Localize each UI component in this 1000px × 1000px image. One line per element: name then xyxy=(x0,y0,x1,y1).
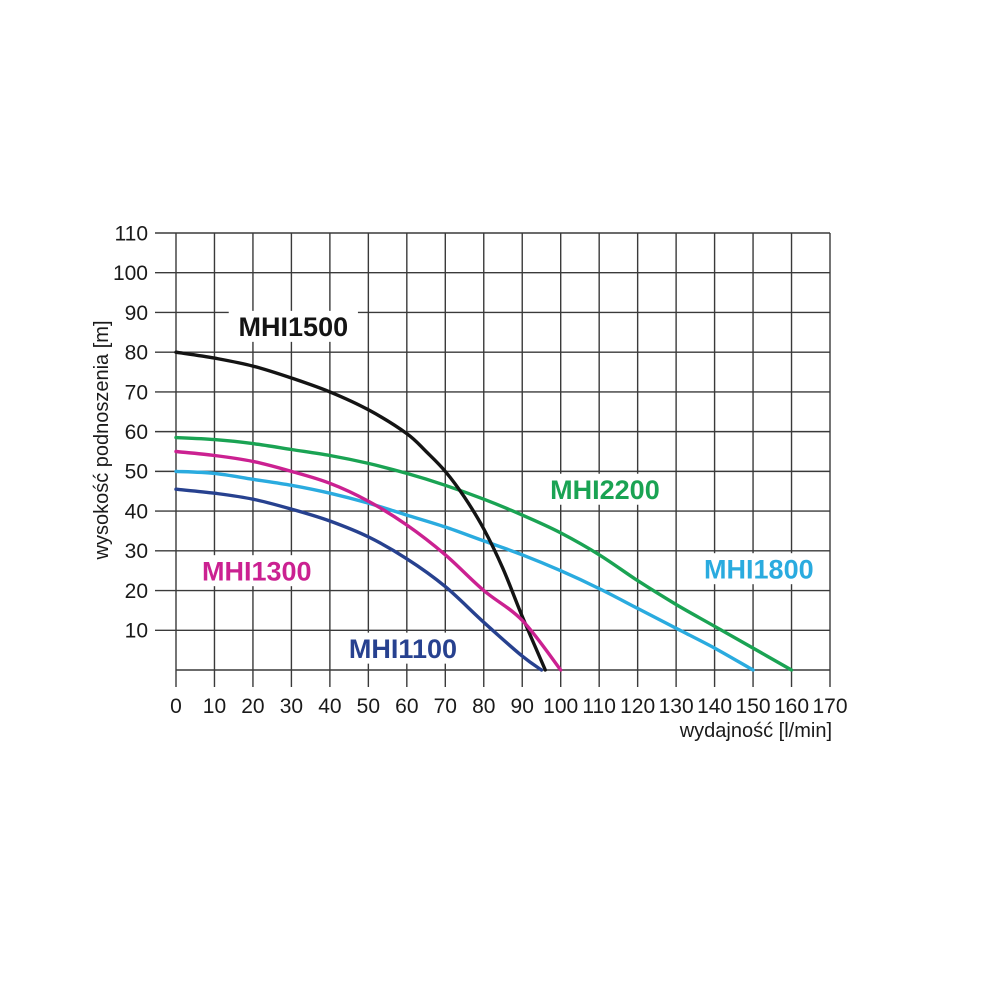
series-label-MHI1300: MHI1300 xyxy=(202,556,312,586)
series-label-box-MHI2200 xyxy=(540,473,670,505)
x-tick-label: 30 xyxy=(280,695,303,718)
x-tick-label: 130 xyxy=(659,695,694,718)
series-label-box-MHI1800 xyxy=(694,553,824,585)
x-tick-label: 120 xyxy=(620,695,655,718)
x-tick-label: 100 xyxy=(543,695,578,718)
x-tick-label: 70 xyxy=(434,695,457,718)
x-tick-label: 10 xyxy=(203,695,226,718)
series-label-box-MHI1100 xyxy=(338,632,468,664)
x-axis-title: wydajność [l/min] xyxy=(679,720,832,742)
x-tick-label: 40 xyxy=(318,695,341,718)
x-tick-label: 0 xyxy=(170,695,182,718)
y-tick-label: 40 xyxy=(125,500,148,523)
y-tick-label: 110 xyxy=(115,222,148,245)
y-axis-title: wysokość podnoszenia [m] xyxy=(91,320,113,560)
tick-labels: 0 10 20 30 40 50 60 70 80 90 100 110 120 130 140 150 160… xyxy=(113,222,848,718)
series-label-box-MHI1300 xyxy=(192,555,322,587)
pump-curves xyxy=(174,350,794,672)
y-tick-label: 20 xyxy=(125,580,148,603)
series-label-MHI2200: MHI2200 xyxy=(550,475,660,505)
y-tick-label: 10 xyxy=(125,620,148,643)
series-label-MHI1100: MHI1100 xyxy=(349,634,457,664)
x-tick-label: 60 xyxy=(395,695,418,718)
curve-MHI1300 xyxy=(174,449,563,672)
curve-MHI1500 xyxy=(174,350,547,672)
series-labels: MHI2200 MHI1800 MHI1500 MHI1100 MHI1300 xyxy=(192,310,824,664)
y-tick-label: 60 xyxy=(125,421,148,444)
x-tick-label: 80 xyxy=(472,695,495,718)
x-tick-label: 160 xyxy=(774,695,809,718)
x-tick-label: 90 xyxy=(511,695,534,718)
y-tick-label: 70 xyxy=(125,381,148,404)
y-tick-label: 50 xyxy=(125,461,148,484)
chart-grid xyxy=(155,232,831,687)
x-tick-label: 140 xyxy=(697,695,732,718)
series-label-MHI1800: MHI1800 xyxy=(704,554,814,584)
x-tick-label: 170 xyxy=(812,695,847,718)
y-tick-label: 80 xyxy=(125,342,148,365)
y-tick-label: 30 xyxy=(125,540,148,563)
y-tick-label: 100 xyxy=(113,262,148,285)
x-tick-label: 20 xyxy=(241,695,264,718)
curve-MHI1100 xyxy=(174,487,544,672)
x-tick-label: 150 xyxy=(736,695,771,718)
x-tick-label: 110 xyxy=(582,695,615,718)
x-tick-label: 50 xyxy=(357,695,380,718)
curve-MHI1800 xyxy=(174,469,755,672)
series-label-box-MHI1500 xyxy=(228,310,358,342)
y-tick-label: 90 xyxy=(125,302,148,325)
curve-MHI2200 xyxy=(174,435,794,672)
series-label-MHI1500: MHI1500 xyxy=(239,312,349,342)
